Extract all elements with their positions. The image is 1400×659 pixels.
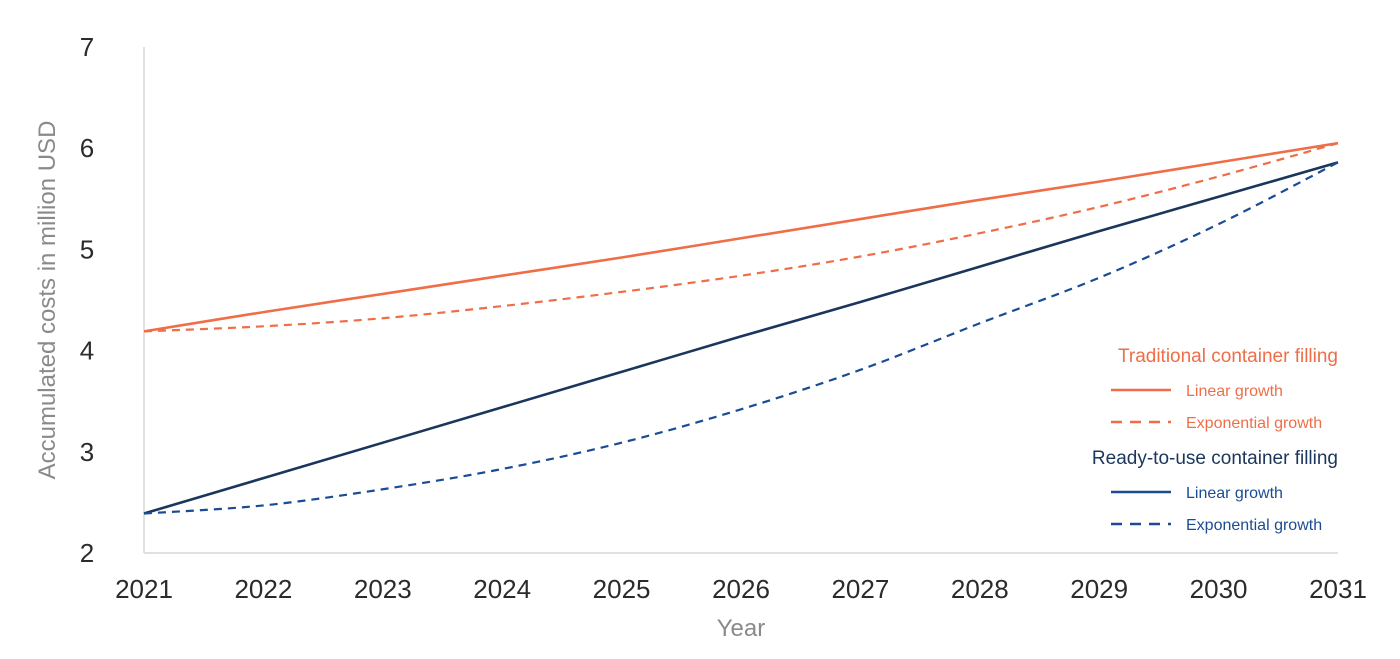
legend-title-traditional: Traditional container filling xyxy=(1118,346,1338,367)
x-tick-label: 2022 xyxy=(234,574,292,604)
y-tick-label: 3 xyxy=(80,437,94,467)
x-axis-title: Year xyxy=(717,615,766,642)
x-tick-label: 2031 xyxy=(1309,574,1367,604)
x-tick-label: 2023 xyxy=(354,574,412,604)
y-tick-label: 2 xyxy=(80,538,94,568)
tick-labels-layer: 2021 2022 2023 2024 2025 2026 2027 2028 2029 2030… xyxy=(80,32,1367,604)
x-tick-label: 2025 xyxy=(593,574,651,604)
series-ready-to-use-exponential-line xyxy=(143,161,1339,515)
x-tick-label: 2021 xyxy=(115,574,173,604)
x-tick-label: 2028 xyxy=(951,574,1009,604)
axes-layer xyxy=(143,47,1338,554)
x-tick-label: 2026 xyxy=(712,574,770,604)
y-tick-label: 5 xyxy=(80,234,94,264)
y-axis-title: Accumulated costs in million USD xyxy=(34,121,61,480)
series-traditional-linear-line xyxy=(143,141,1339,333)
series-layer xyxy=(143,141,1339,515)
y-tick-label: 7 xyxy=(80,32,94,62)
x-tick-label: 2024 xyxy=(473,574,531,604)
series-traditional-exponential-line xyxy=(143,142,1339,333)
x-tick-label: 2027 xyxy=(831,574,889,604)
legend-title-ready-to-use: Ready-to-use container filling xyxy=(1092,448,1338,469)
x-tick-label: 2030 xyxy=(1190,574,1248,604)
y-tick-label: 4 xyxy=(80,336,94,366)
legend-label-ready-to-use-exponential: Exponential growth xyxy=(1186,517,1322,534)
series-ready-to-use-linear-line xyxy=(143,161,1339,515)
x-tick-label: 2029 xyxy=(1070,574,1128,604)
legend-label-ready-to-use-linear: Linear growth xyxy=(1186,485,1283,502)
legend-label-traditional-linear: Linear growth xyxy=(1186,383,1283,400)
y-tick-label: 6 xyxy=(80,133,94,163)
legend: Traditional container filling Linear grow… xyxy=(1092,346,1338,534)
legend-label-traditional-exponential: Exponential growth xyxy=(1186,415,1322,432)
